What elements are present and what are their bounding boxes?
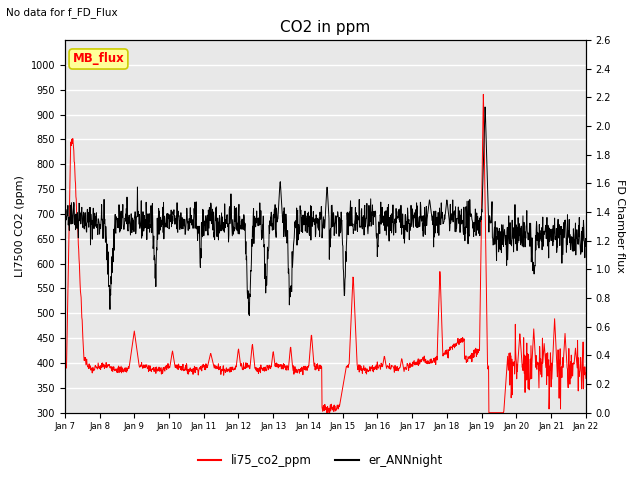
- Y-axis label: LI7500 CO2 (ppm): LI7500 CO2 (ppm): [15, 176, 25, 277]
- Title: CO2 in ppm: CO2 in ppm: [280, 20, 371, 35]
- Legend: li75_co2_ppm, er_ANNnight: li75_co2_ppm, er_ANNnight: [193, 449, 447, 472]
- Text: MB_flux: MB_flux: [72, 52, 124, 65]
- Text: No data for f_FD_Flux: No data for f_FD_Flux: [6, 7, 118, 18]
- Y-axis label: FD Chamber flux: FD Chamber flux: [615, 180, 625, 273]
